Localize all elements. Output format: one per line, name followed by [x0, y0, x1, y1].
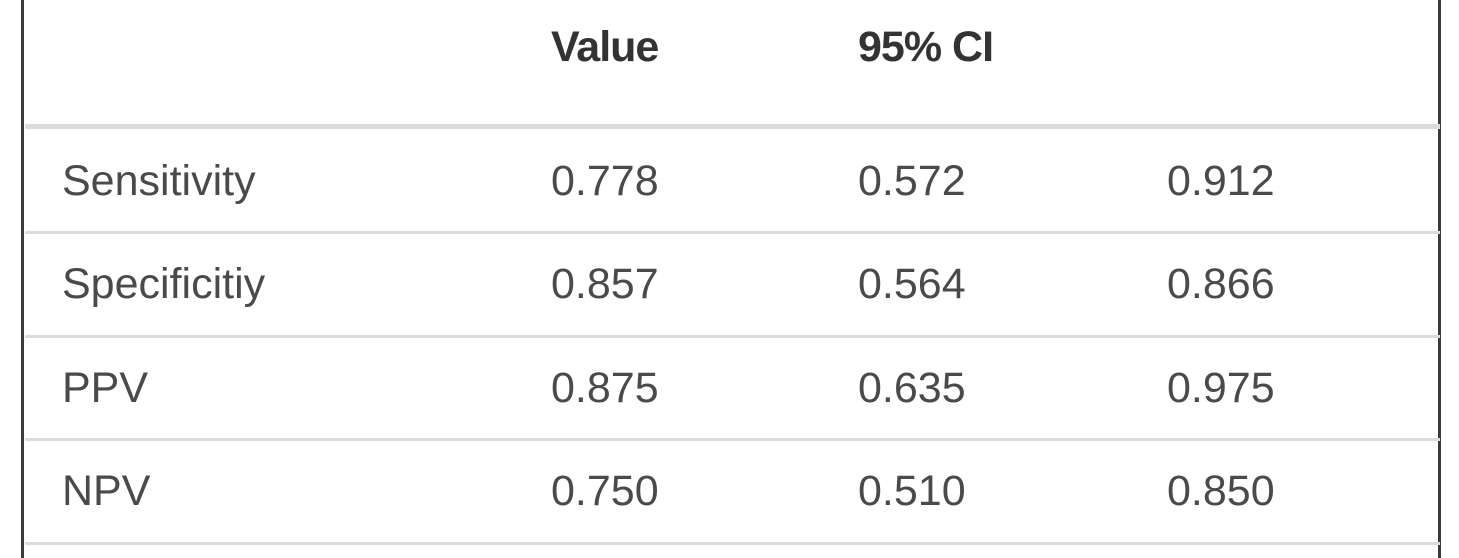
value-cell: 0.778 [551, 156, 659, 205]
row-label: PPV [62, 363, 149, 412]
value-cell: 0.975 [1167, 363, 1275, 412]
value-cell: 0.850 [1167, 467, 1275, 516]
header-cell: Value [551, 23, 659, 71]
row-label: Sensitivity [62, 156, 256, 205]
value-cell: 0.510 [858, 467, 966, 516]
row-separator [25, 438, 1440, 441]
value-cell: 0.875 [551, 363, 659, 412]
value-cell: 0.564 [858, 260, 966, 309]
value-cell: 0.750 [551, 467, 659, 516]
row-separator [25, 541, 1440, 545]
value-cell: 0.572 [858, 156, 966, 205]
value-cell: 0.866 [1167, 260, 1275, 309]
header-separator [25, 124, 1440, 129]
header-cell: 95% CI [858, 23, 994, 71]
value-cell: 0.912 [1167, 156, 1275, 205]
row-separator [25, 231, 1440, 234]
value-cell: 0.635 [858, 363, 966, 412]
row-label: Specificitiy [62, 260, 266, 309]
table-border-right [1438, 0, 1441, 558]
table-border-left [21, 0, 24, 558]
value-cell: 0.857 [551, 260, 659, 309]
row-separator [25, 334, 1440, 338]
row-label: NPV [62, 467, 151, 516]
